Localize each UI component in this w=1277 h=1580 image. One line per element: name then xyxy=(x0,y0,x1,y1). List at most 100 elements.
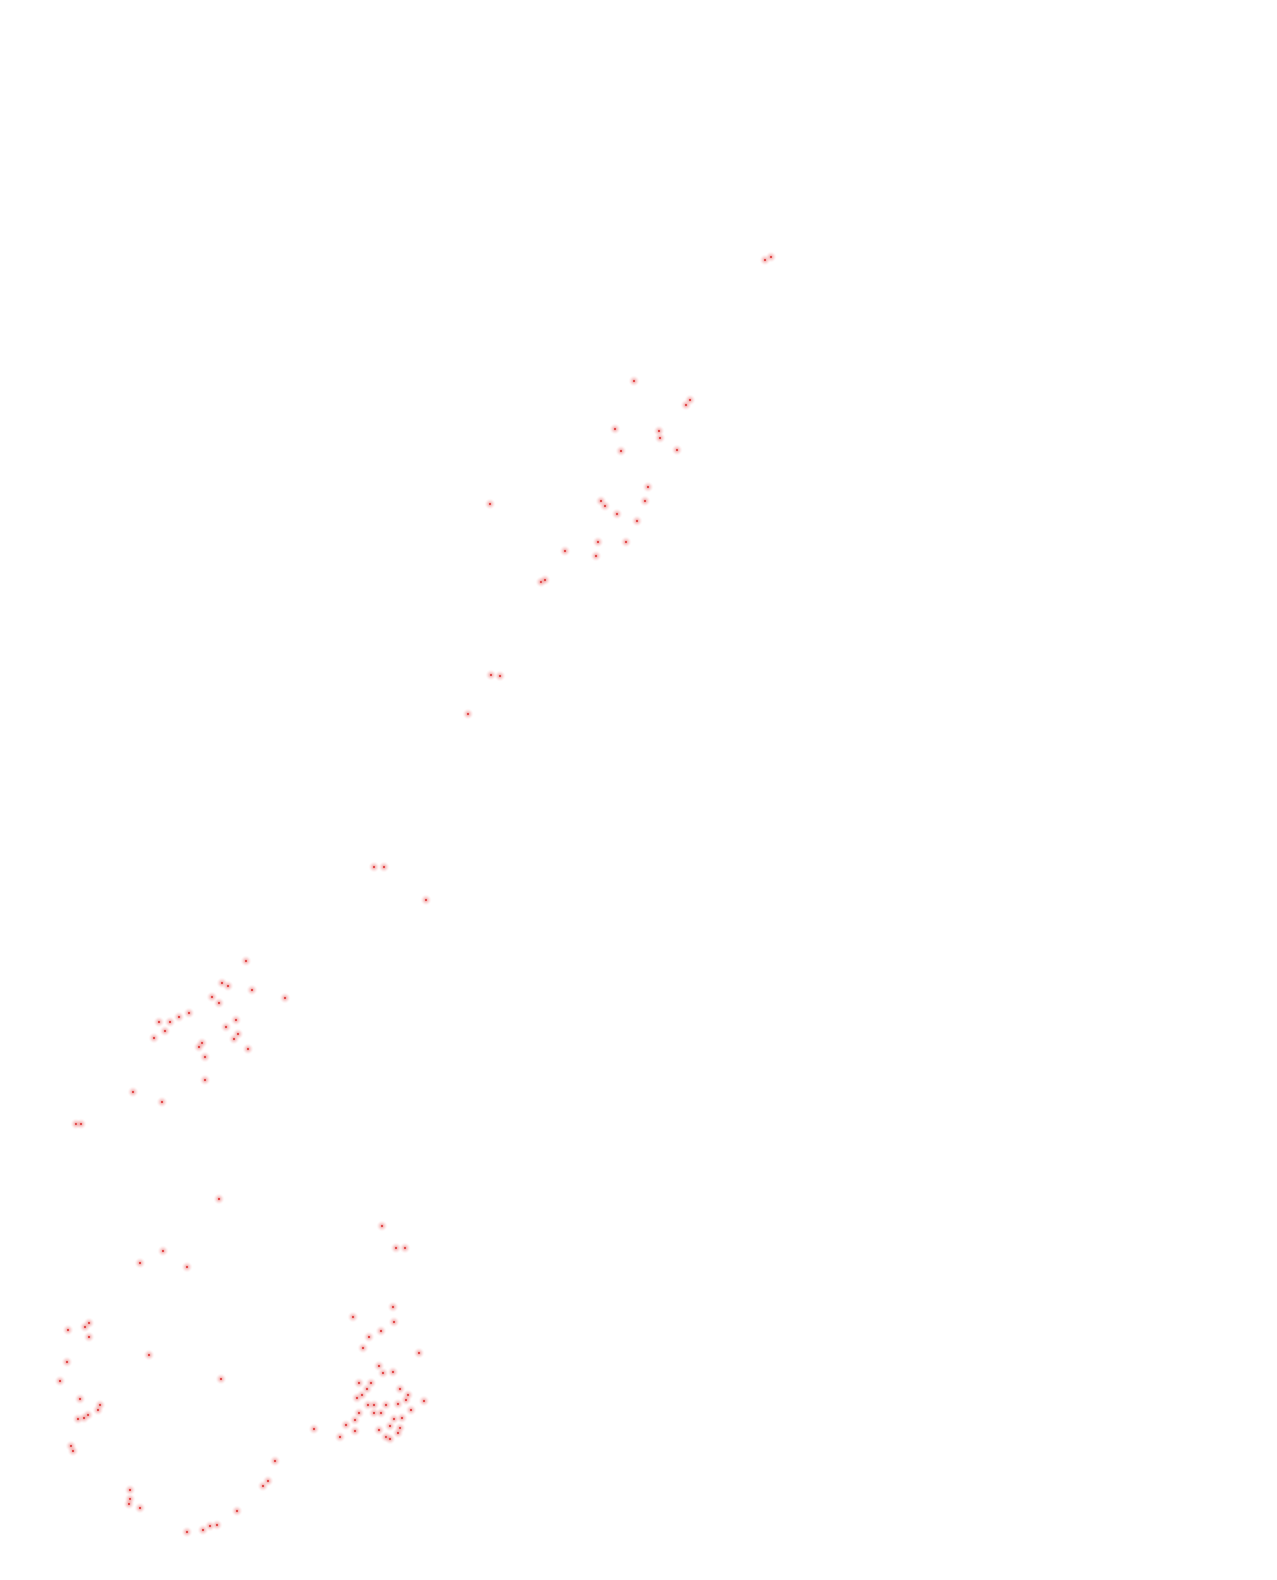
map-marker[interactable] xyxy=(181,1526,193,1538)
map-marker[interactable] xyxy=(639,495,651,507)
map-marker[interactable] xyxy=(394,1383,406,1395)
map-marker[interactable] xyxy=(620,536,632,548)
map-marker[interactable] xyxy=(62,1324,74,1336)
map-marker[interactable] xyxy=(420,894,432,906)
map-marker[interactable] xyxy=(157,1245,169,1257)
map-marker[interactable] xyxy=(611,508,623,520)
map-marker[interactable] xyxy=(340,1419,352,1431)
map-marker[interactable] xyxy=(199,1074,211,1086)
map-marker[interactable] xyxy=(373,1424,385,1436)
map-marker[interactable] xyxy=(308,1423,320,1435)
map-marker[interactable] xyxy=(559,545,571,557)
map-marker[interactable] xyxy=(228,1033,240,1045)
map-marker[interactable] xyxy=(134,1502,146,1514)
map-marker[interactable] xyxy=(222,980,234,992)
map-marker[interactable] xyxy=(609,423,621,435)
map-marker[interactable] xyxy=(123,1498,135,1510)
map-marker[interactable] xyxy=(153,1016,165,1028)
map-marker[interactable] xyxy=(368,1399,380,1411)
map-marker[interactable] xyxy=(246,984,258,996)
map-marker[interactable] xyxy=(628,375,640,387)
map-marker[interactable] xyxy=(462,708,474,720)
map-marker[interactable] xyxy=(353,1377,365,1389)
map-marker[interactable] xyxy=(765,251,777,263)
map-marker[interactable] xyxy=(242,1043,254,1055)
map-marker[interactable] xyxy=(615,445,627,457)
map-marker[interactable] xyxy=(240,955,252,967)
map-marker[interactable] xyxy=(349,1425,361,1437)
map-marker[interactable] xyxy=(74,1393,86,1405)
map-marker[interactable] xyxy=(215,1373,227,1385)
map-marker[interactable] xyxy=(220,1021,232,1033)
map-marker[interactable] xyxy=(164,1016,176,1028)
map-marker[interactable] xyxy=(654,432,666,444)
map-marker[interactable] xyxy=(388,1316,400,1328)
map-marker[interactable] xyxy=(127,1086,139,1098)
map-marker[interactable] xyxy=(396,1412,408,1424)
map-marker[interactable] xyxy=(392,1398,404,1410)
map-marker[interactable] xyxy=(351,1392,363,1404)
map-marker[interactable] xyxy=(485,669,497,681)
map-marker[interactable] xyxy=(197,1524,209,1536)
map-marker[interactable] xyxy=(230,1014,242,1026)
map-marker[interactable] xyxy=(539,574,551,586)
map-marker[interactable] xyxy=(193,1041,205,1053)
map-marker[interactable] xyxy=(599,500,611,512)
map-marker[interactable] xyxy=(631,515,643,527)
map-marker[interactable] xyxy=(592,536,604,548)
map-marker[interactable] xyxy=(92,1404,104,1416)
map-marker[interactable] xyxy=(347,1311,359,1323)
map-marker[interactable] xyxy=(134,1257,146,1269)
map-marker[interactable] xyxy=(124,1484,136,1496)
map-marker[interactable] xyxy=(390,1242,402,1254)
map-marker[interactable] xyxy=(380,1399,392,1411)
map-marker[interactable] xyxy=(418,1395,430,1407)
map-marker[interactable] xyxy=(213,997,225,1009)
map-marker[interactable] xyxy=(349,1414,361,1426)
map-marker[interactable] xyxy=(54,1375,66,1387)
map-marker[interactable] xyxy=(269,1455,281,1467)
map-marker[interactable] xyxy=(183,1007,195,1019)
map-marker[interactable] xyxy=(642,481,654,493)
map-marker[interactable] xyxy=(67,1445,79,1457)
map-marker[interactable] xyxy=(72,1413,84,1425)
map-marker[interactable] xyxy=(357,1342,369,1354)
map-marker[interactable] xyxy=(392,1427,404,1439)
map-marker[interactable] xyxy=(375,1325,387,1337)
map-marker[interactable] xyxy=(159,1025,171,1037)
map-marker[interactable] xyxy=(684,394,696,406)
map-marker[interactable] xyxy=(257,1480,269,1492)
map-marker[interactable] xyxy=(590,550,602,562)
map-marker[interactable] xyxy=(181,1261,193,1273)
map-marker[interactable] xyxy=(334,1431,346,1443)
map-marker[interactable] xyxy=(378,861,390,873)
map-marker[interactable] xyxy=(173,1011,185,1023)
map-marker[interactable] xyxy=(75,1118,87,1130)
map-marker[interactable] xyxy=(399,1242,411,1254)
map-marker[interactable] xyxy=(213,1193,225,1205)
map-marker[interactable] xyxy=(363,1331,375,1343)
map-marker[interactable] xyxy=(79,1321,91,1333)
map-marker[interactable] xyxy=(384,1420,396,1432)
map-marker[interactable] xyxy=(405,1404,417,1416)
map-marker[interactable] xyxy=(83,1331,95,1343)
map-marker[interactable] xyxy=(387,1366,399,1378)
map-marker[interactable] xyxy=(368,861,380,873)
map-marker[interactable] xyxy=(484,498,496,510)
map-marker[interactable] xyxy=(384,1433,396,1445)
map-marker[interactable] xyxy=(376,1220,388,1232)
map-marker[interactable] xyxy=(377,1367,389,1379)
map-marker[interactable] xyxy=(61,1356,73,1368)
map-marker[interactable] xyxy=(148,1032,160,1044)
map-marker[interactable] xyxy=(494,670,506,682)
map-marker[interactable] xyxy=(375,1407,387,1419)
map-marker[interactable] xyxy=(199,1051,211,1063)
map-marker[interactable] xyxy=(413,1347,425,1359)
map-marker[interactable] xyxy=(156,1096,168,1108)
map-marker[interactable] xyxy=(231,1505,243,1517)
map-marker[interactable] xyxy=(671,444,683,456)
map-marker[interactable] xyxy=(279,992,291,1004)
map-marker[interactable] xyxy=(387,1301,399,1313)
map-marker[interactable] xyxy=(143,1349,155,1361)
